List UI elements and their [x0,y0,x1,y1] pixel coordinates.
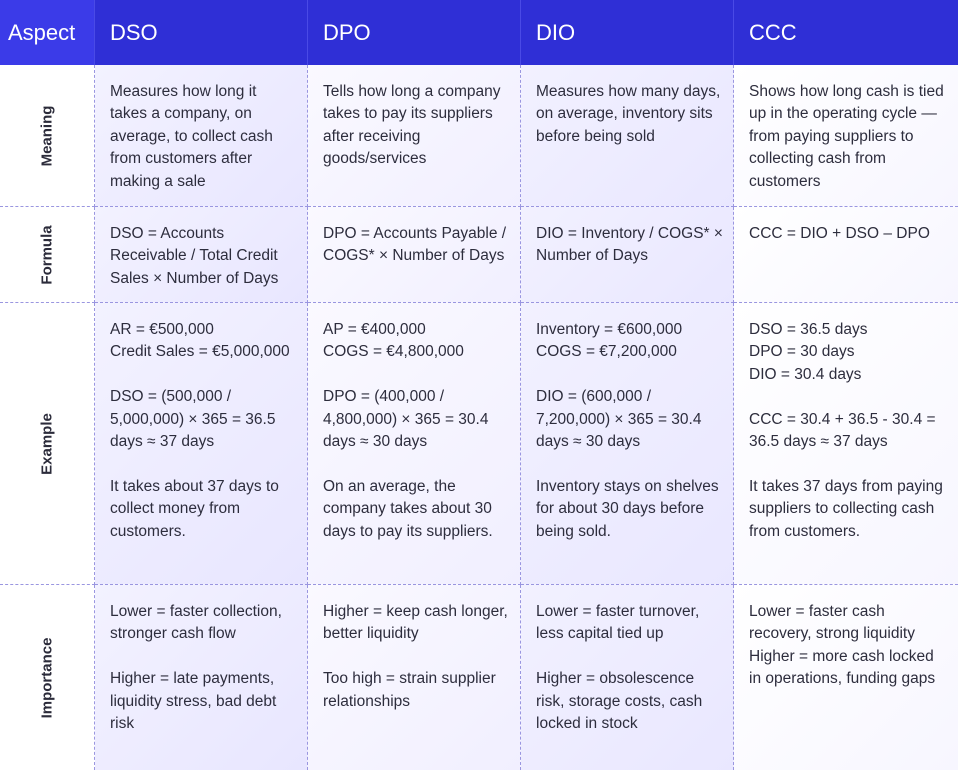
cell-formula-dpo: DPO = Accounts Payable / COGS* × Number … [308,207,521,303]
cell-meaning-dio: Measures how many days, on average, inve… [521,65,734,207]
cell-formula-dio: DIO = Inventory / COGS* × Number of Days [521,207,734,303]
cell-importance-dpo: Higher = keep cash longer, better liquid… [308,585,521,770]
row-label-text: Meaning [38,105,56,166]
cell-importance-dso: Lower = faster collection, stronger cash… [95,585,308,770]
cell-formula-ccc: CCC = DIO + DSO – DPO [734,207,958,303]
cell-example-dpo: AP = €400,000 COGS = €4,800,000 DPO = (4… [308,303,521,585]
header-dio: DIO [521,0,734,65]
row-label-example: Example [0,303,95,585]
cell-formula-dso: DSO = Accounts Receivable / Total Credit… [95,207,308,303]
cell-example-ccc: DSO = 36.5 days DPO = 30 days DIO = 30.4… [734,303,958,585]
cell-meaning-dpo: Tells how long a company takes to pay it… [308,65,521,207]
cell-meaning-ccc: Shows how long cash is tied up in the op… [734,65,958,207]
header-dpo: DPO [308,0,521,65]
row-label-text: Formula [38,224,56,285]
header-aspect: Aspect [0,0,95,65]
row-label-importance: Importance [0,585,95,770]
row-label-meaning: Meaning [0,65,95,207]
cell-importance-ccc: Lower = faster cash recovery, strong liq… [734,585,958,770]
header-dso: DSO [95,0,308,65]
cell-meaning-dso: Measures how long it takes a company, on… [95,65,308,207]
row-label-formula: Formula [0,207,95,303]
cell-example-dso: AR = €500,000 Credit Sales = €5,000,000 … [95,303,308,585]
cell-importance-dio: Lower = faster turnover, less capital ti… [521,585,734,770]
row-label-text: Importance [38,637,56,718]
cell-example-dio: Inventory = €600,000 COGS = €7,200,000 D… [521,303,734,585]
header-ccc: CCC [734,0,958,65]
row-label-text: Example [38,412,56,475]
